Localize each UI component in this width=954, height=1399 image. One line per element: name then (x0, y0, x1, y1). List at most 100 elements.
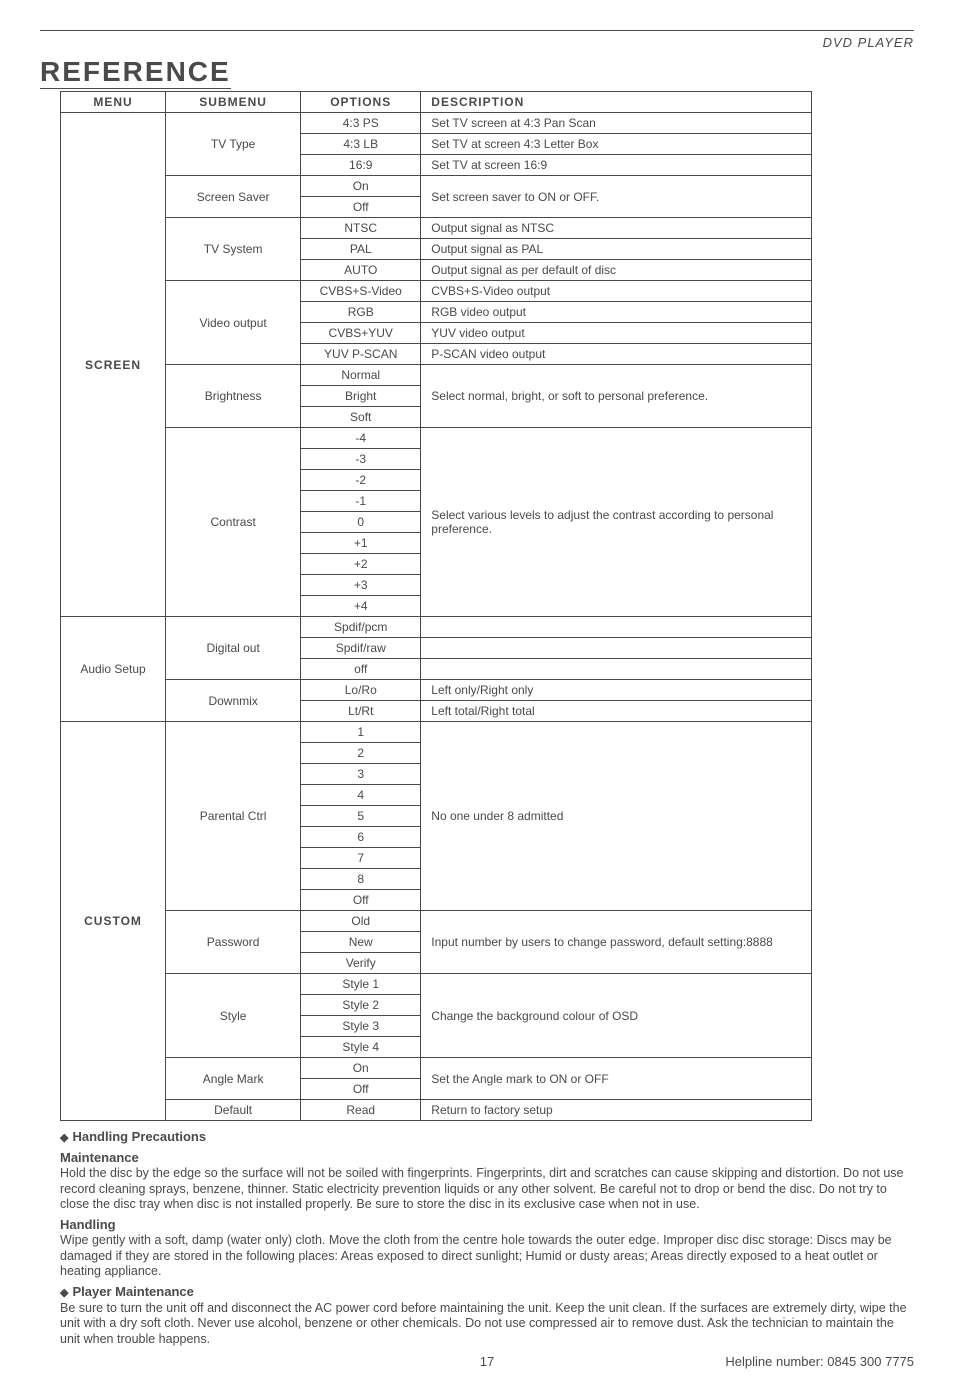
cell-menu-audio: Audio Setup (61, 617, 166, 722)
text-player-maintenance: Be sure to turn the unit off and disconn… (60, 1301, 914, 1348)
table-row: Default Read Return to factory setup (61, 1100, 812, 1121)
cell-option: On (301, 176, 421, 197)
th-description: DESCRIPTION (421, 92, 811, 113)
cell-option: Off (301, 1079, 421, 1100)
cell-option: 5 (301, 806, 421, 827)
cell-option: PAL (301, 239, 421, 260)
heading-handling-precautions: Handling Precautions (60, 1129, 914, 1146)
cell-option: +1 (301, 533, 421, 554)
cell-desc: Return to factory setup (421, 1100, 811, 1121)
page-number: 17 (345, 1354, 630, 1369)
cell-submenu: TV System (166, 218, 301, 281)
cell-submenu: TV Type (166, 113, 301, 176)
cell-option: New (301, 932, 421, 953)
cell-desc: Set TV screen at 4:3 Pan Scan (421, 113, 811, 134)
table-row: Angle Mark On Set the Angle mark to ON o… (61, 1058, 812, 1079)
table-header-row: MENU SUBMENU OPTIONS DESCRIPTION (61, 92, 812, 113)
cell-option: Normal (301, 365, 421, 386)
reference-table: MENU SUBMENU OPTIONS DESCRIPTION SCREEN … (60, 91, 812, 1121)
table-row: Downmix Lo/Ro Left only/Right only (61, 680, 812, 701)
cell-option: 4:3 LB (301, 134, 421, 155)
cell-option: Old (301, 911, 421, 932)
cell-option: Soft (301, 407, 421, 428)
cell-option: CVBS+S-Video (301, 281, 421, 302)
cell-desc: Set TV at screen 16:9 (421, 155, 811, 176)
cell-submenu: Style (166, 974, 301, 1058)
cell-option: -3 (301, 449, 421, 470)
cell-submenu: Default (166, 1100, 301, 1121)
cell-option: 1 (301, 722, 421, 743)
cell-submenu: Contrast (166, 428, 301, 617)
cell-option: Lt/Rt (301, 701, 421, 722)
header-rule (40, 30, 914, 31)
cell-desc: Select various levels to adjust the cont… (421, 428, 811, 617)
table-row: CUSTOM Parental Ctrl 1 No one under 8 ad… (61, 722, 812, 743)
cell-option: +4 (301, 596, 421, 617)
cell-option: 16:9 (301, 155, 421, 176)
th-menu: MENU (61, 92, 166, 113)
table-row: Contrast -4 Select various levels to adj… (61, 428, 812, 449)
cell-option: off (301, 659, 421, 680)
cell-submenu: Video output (166, 281, 301, 365)
cell-submenu: Brightness (166, 365, 301, 428)
cell-option: Lo/Ro (301, 680, 421, 701)
cell-option: Read (301, 1100, 421, 1121)
cell-desc: P-SCAN video output (421, 344, 811, 365)
cell-option: 7 (301, 848, 421, 869)
cell-desc: Left total/Right total (421, 701, 811, 722)
cell-option: 4:3 PS (301, 113, 421, 134)
cell-option: NTSC (301, 218, 421, 239)
cell-option: -2 (301, 470, 421, 491)
table-row: Style Style 1 Change the background colo… (61, 974, 812, 995)
cell-option: 3 (301, 764, 421, 785)
th-submenu: SUBMENU (166, 92, 301, 113)
cell-option: On (301, 1058, 421, 1079)
cell-desc: Select normal, bright, or soft to person… (421, 365, 811, 428)
cell-submenu: Downmix (166, 680, 301, 722)
cell-option: RGB (301, 302, 421, 323)
cell-desc: Left only/Right only (421, 680, 811, 701)
cell-menu-custom: CUSTOM (61, 722, 166, 1121)
cell-submenu: Screen Saver (166, 176, 301, 218)
cell-desc: Set screen saver to ON or OFF. (421, 176, 811, 218)
table-row: Brightness Normal Select normal, bright,… (61, 365, 812, 386)
cell-desc: Output signal as PAL (421, 239, 811, 260)
cell-option: Verify (301, 953, 421, 974)
cell-submenu: Parental Ctrl (166, 722, 301, 911)
cell-desc: RGB video output (421, 302, 811, 323)
cell-option: 8 (301, 869, 421, 890)
table-row: Audio Setup Digital out Spdif/pcm (61, 617, 812, 638)
page-title: REFERENCE (40, 56, 231, 89)
cell-desc: Input number by users to change password… (421, 911, 811, 974)
cell-desc (421, 638, 811, 659)
cell-desc (421, 659, 811, 680)
cell-option: 4 (301, 785, 421, 806)
cell-desc: Output signal as per default of disc (421, 260, 811, 281)
cell-option: YUV P-SCAN (301, 344, 421, 365)
th-options: OPTIONS (301, 92, 421, 113)
cell-desc: Output signal as NTSC (421, 218, 811, 239)
cell-desc: No one under 8 admitted (421, 722, 811, 911)
heading-player-maintenance: Player Maintenance (60, 1284, 914, 1301)
cell-option: -1 (301, 491, 421, 512)
cell-submenu: Angle Mark (166, 1058, 301, 1100)
table-row: Screen Saver On Set screen saver to ON o… (61, 176, 812, 197)
cell-option: 6 (301, 827, 421, 848)
table-row: SCREEN TV Type 4:3 PS Set TV screen at 4… (61, 113, 812, 134)
cell-option: AUTO (301, 260, 421, 281)
cell-desc: Change the background colour of OSD (421, 974, 811, 1058)
header-product: DVD PLAYER (40, 35, 914, 50)
cell-option: Style 4 (301, 1037, 421, 1058)
cell-option: Style 3 (301, 1016, 421, 1037)
cell-option: Off (301, 197, 421, 218)
cell-option: -4 (301, 428, 421, 449)
table-row: Password Old Input number by users to ch… (61, 911, 812, 932)
table-row: TV System NTSC Output signal as NTSC (61, 218, 812, 239)
cell-option: CVBS+YUV (301, 323, 421, 344)
cell-option: +3 (301, 575, 421, 596)
heading-handling: Handling (60, 1217, 914, 1233)
cell-menu-screen: SCREEN (61, 113, 166, 617)
cell-option: 2 (301, 743, 421, 764)
cell-option: Off (301, 890, 421, 911)
cell-option: +2 (301, 554, 421, 575)
